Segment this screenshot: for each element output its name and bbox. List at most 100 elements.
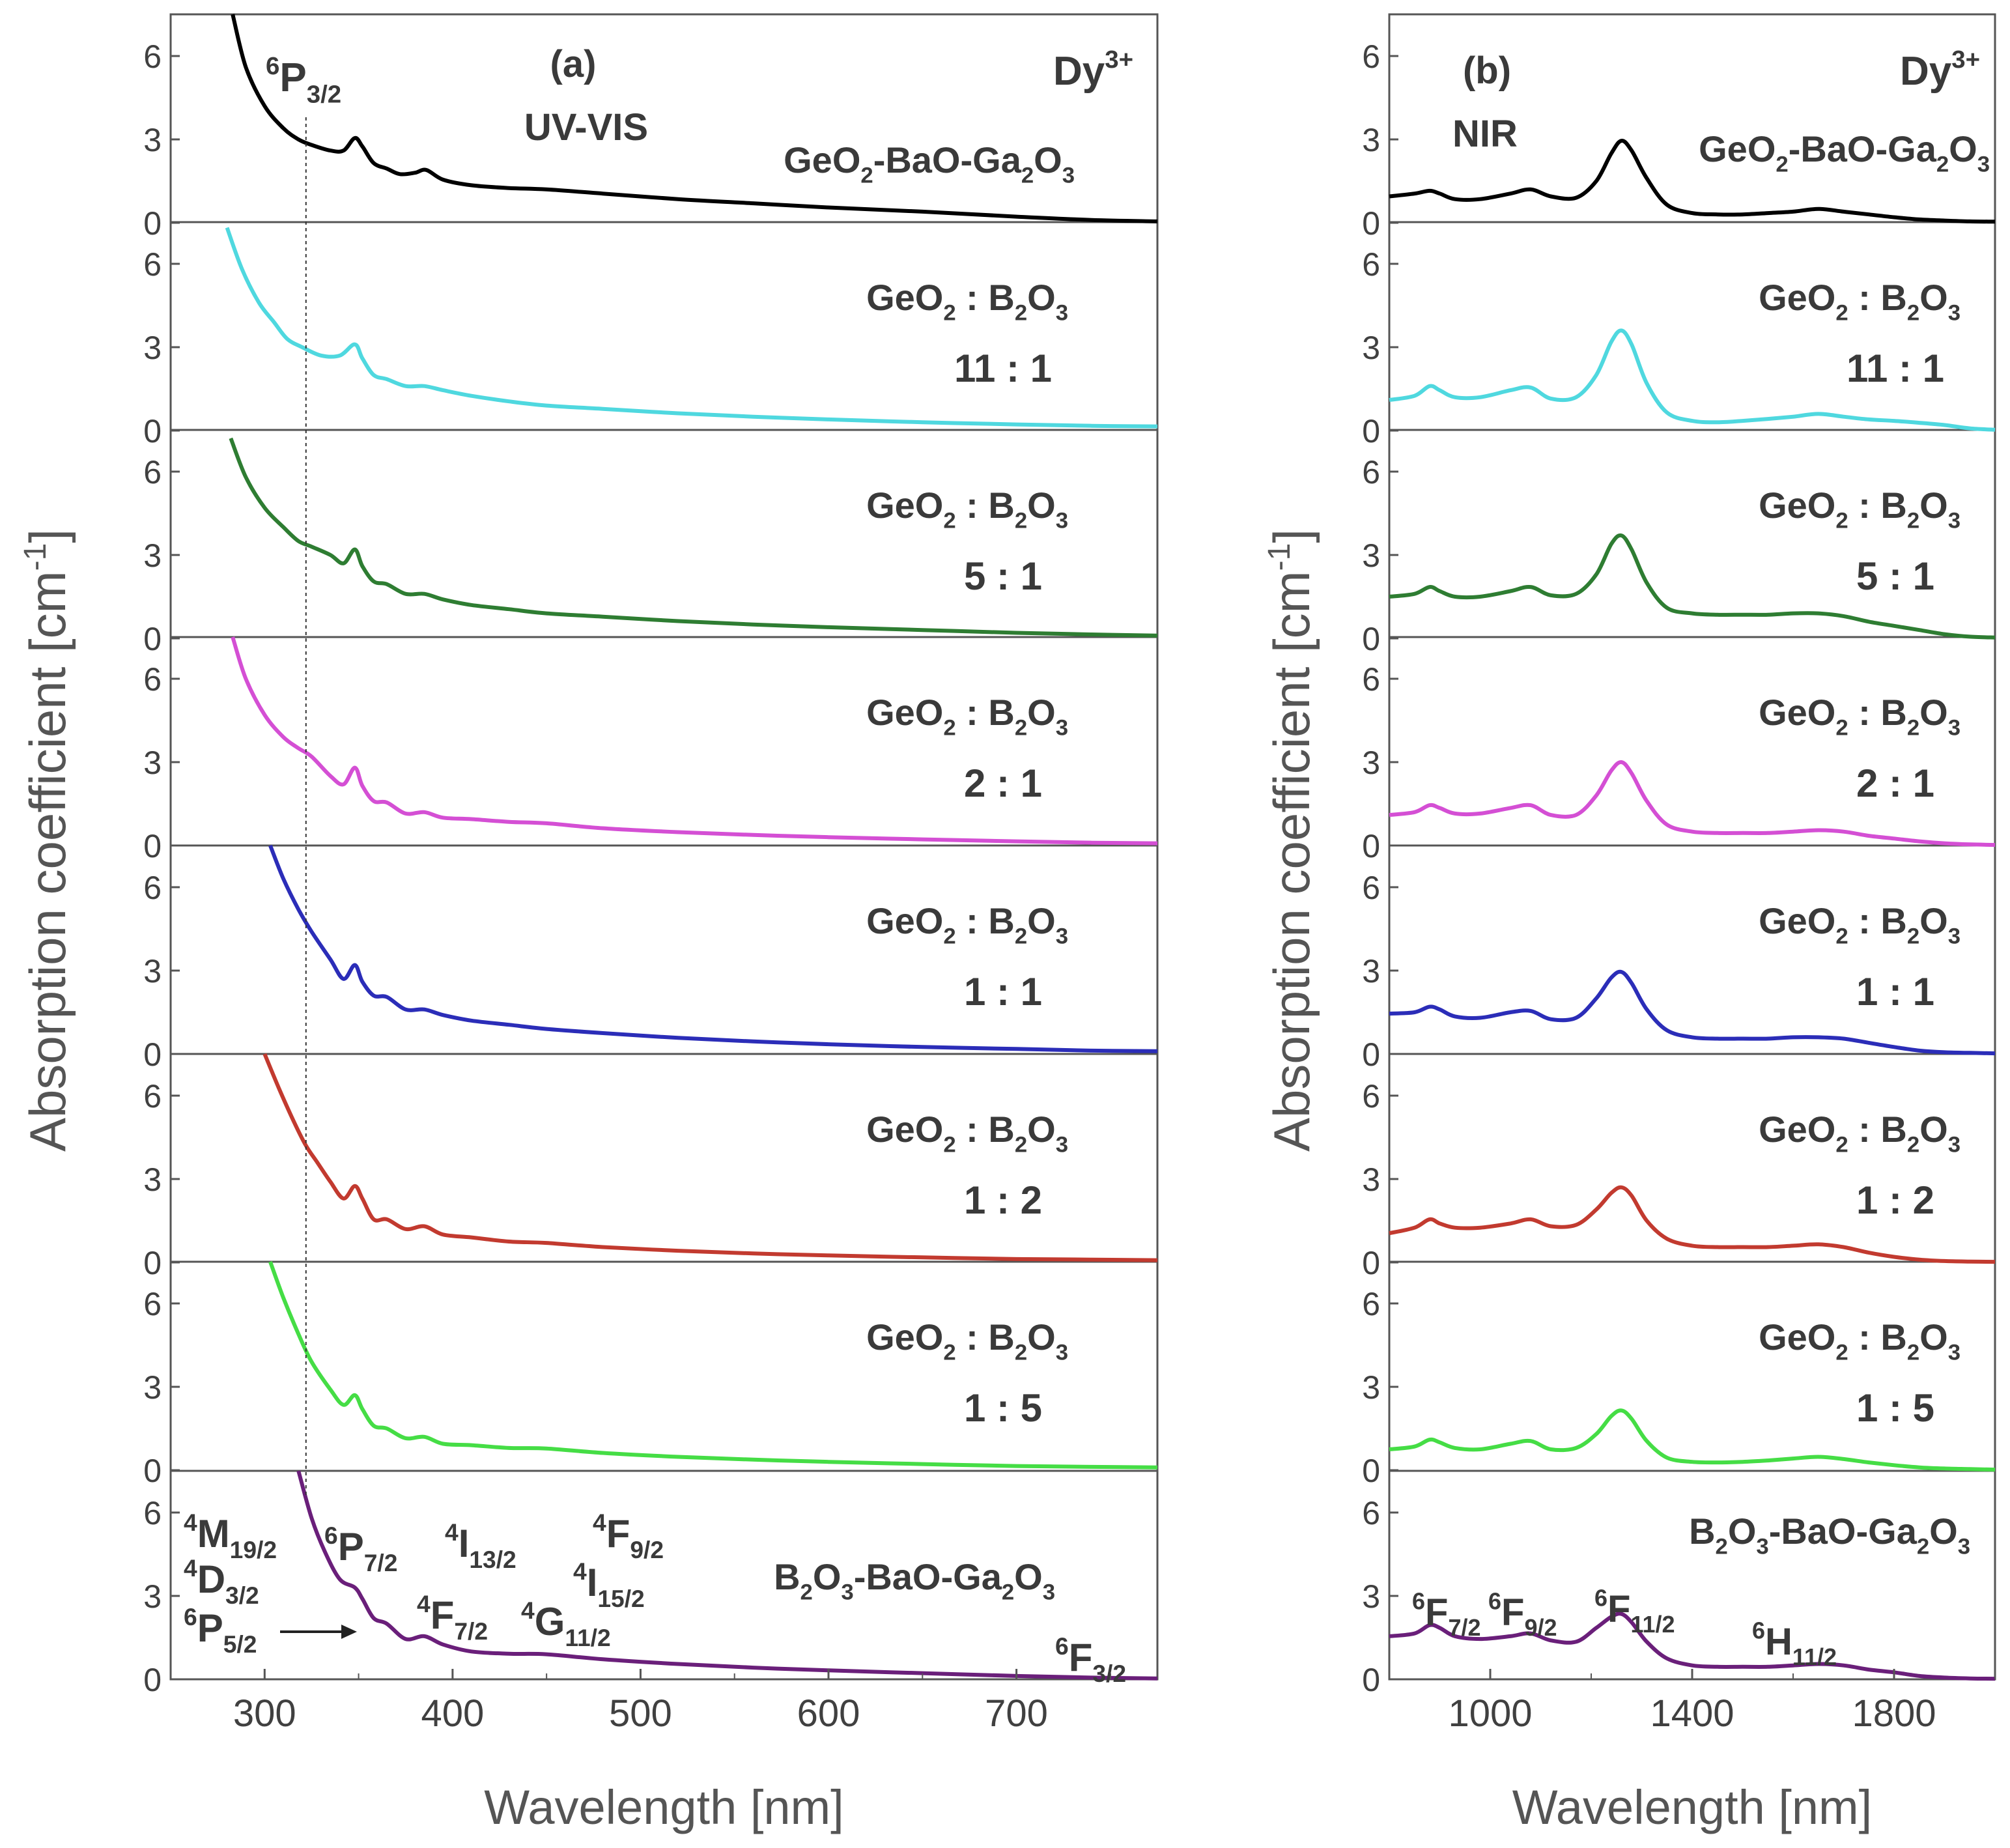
transition-6F11-2-part-2: 11/2 <box>1630 1611 1675 1638</box>
ion-label-b-part-1: 3+ <box>1951 46 1980 74</box>
x-tick-label: 300 <box>233 1692 296 1735</box>
uv-curve-5 <box>268 844 1158 1053</box>
glass-label-a-3-part-0: GeO <box>866 692 943 733</box>
y-tick-label: 0 <box>143 1662 162 1698</box>
glass-label-b-6-part-4: 2 <box>1907 1341 1919 1365</box>
series-name-top-a-part-5: 3 <box>1062 163 1075 188</box>
transition-4G11-2: 4G11/2 <box>521 1597 611 1651</box>
y-tick-label: 0 <box>1362 1662 1380 1698</box>
y-axis-title-part-1: [cm <box>1263 571 1320 653</box>
transition-4G11-2-part-2: 11/2 <box>565 1624 610 1651</box>
glass-label-b-5-part-6: 3 <box>1948 1133 1960 1158</box>
transition-4M19-2: 4M19/2 <box>184 1509 277 1563</box>
glass-label-b-2-part-6: 3 <box>1948 509 1960 533</box>
transition-4I13-2-part-0: 4 <box>445 1518 459 1546</box>
y-tick-label: 3 <box>1362 1161 1380 1198</box>
series-name-bottom-b: B2O3-BaO-Ga2O3 <box>1689 1511 1970 1559</box>
y-tick-label: 0 <box>143 413 162 449</box>
region-label: UV-VIS <box>524 106 648 149</box>
y-tick-label: 6 <box>1362 661 1380 698</box>
transition-4I13-2: 4I13/2 <box>445 1518 517 1573</box>
glass-label-b-4-part-6: 3 <box>1948 924 1960 949</box>
transition-4I13-2-part-1: I <box>459 1522 470 1565</box>
glass-label-a-6-part-3: B <box>988 1316 1014 1358</box>
y-tick-label: 0 <box>1362 621 1380 657</box>
uv-curve-4 <box>231 636 1158 846</box>
glass-label-a-4-part-0: GeO <box>866 900 943 941</box>
nir-curve-2 <box>1389 328 1996 432</box>
panel-label: (b) <box>1463 50 1511 92</box>
y-tick-label: 3 <box>1362 1578 1380 1615</box>
series-name-top-a-part-0: GeO <box>784 139 860 180</box>
uv-curve-3 <box>229 437 1158 638</box>
transition-6F7-2-part-2: 7/2 <box>1448 1614 1480 1641</box>
series-name-bottom-a-part-7: 3 <box>1043 1580 1055 1605</box>
y-tick-label: 3 <box>143 122 162 158</box>
y-tick-label: 3 <box>1362 1369 1380 1406</box>
glass-label-b-6-part-0: GeO <box>1759 1316 1835 1358</box>
ratio-label: 1 : 1 <box>964 970 1042 1014</box>
ratio-label: 1 : 2 <box>964 1178 1042 1222</box>
y-tick-label: 6 <box>1362 454 1380 490</box>
y-tick-label: 6 <box>1362 1078 1380 1115</box>
glass-label-a-5-part-6: 3 <box>1056 1133 1068 1158</box>
series-name-bottom-b-part-4: -BaO-Ga <box>1769 1511 1918 1552</box>
panel-label: (a) <box>550 43 597 85</box>
transition-4D3-2-part-2: 3/2 <box>225 1582 259 1609</box>
glass-label-b-1-part-1: 2 <box>1835 301 1848 326</box>
y-tick-label: 3 <box>1362 745 1380 781</box>
series-name-bottom-b-part-3: 3 <box>1756 1535 1768 1559</box>
y-tick-label: 3 <box>143 745 162 781</box>
glass-label-a-2-part-0: GeO <box>866 485 943 526</box>
glass-label-b-4: GeO2 : B2O3 <box>1759 900 1960 949</box>
y-axis-title-part-2: -1 <box>1262 543 1297 571</box>
absorption-curves <box>225 14 1996 1681</box>
series-name-top-b: GeO2-BaO-Ga2O3 <box>1699 128 1990 177</box>
glass-label-b-6: GeO2 : B2O3 <box>1759 1316 1960 1365</box>
uv-curve-6 <box>262 1053 1158 1262</box>
glass-label-a-4-part-2: : <box>956 900 989 941</box>
x-tick-label: 1800 <box>1852 1692 1936 1735</box>
y-tick-label: 6 <box>143 1495 162 1531</box>
y-tick-label: 6 <box>1362 246 1380 283</box>
glass-label-a-3-part-1: 2 <box>943 716 955 741</box>
glass-label-b-1-part-5: O <box>1919 277 1948 318</box>
region-label: NIR <box>1452 113 1518 155</box>
transition-6F3-2-part-0: 6 <box>1055 1632 1069 1660</box>
transition-6P3-2-part-1: P <box>279 55 306 100</box>
glass-label-b-2-part-5: O <box>1919 485 1948 526</box>
ratio-label: 5 : 1 <box>1856 554 1934 598</box>
nir-curve-7 <box>1389 1408 1996 1472</box>
glass-label-a-4-part-4: 2 <box>1015 924 1027 949</box>
transition-4I15-2-part-1: I <box>587 1561 598 1604</box>
series-name-top-b-part-2: -BaO-Ga <box>1789 128 1937 169</box>
glass-label-b-1-part-2: : <box>1848 277 1881 318</box>
series-name-bottom-a: B2O3-BaO-Ga2O3 <box>774 1556 1055 1605</box>
transition-6F11-2-part-0: 6 <box>1594 1585 1607 1612</box>
series-name-bottom-a-part-3: 3 <box>841 1580 853 1605</box>
y-tick-label: 6 <box>1362 1495 1380 1531</box>
transition-6F9-2-part-0: 6 <box>1488 1588 1501 1615</box>
series-name-top-b-part-1: 2 <box>1776 152 1788 177</box>
series-name-top-b-part-5: 3 <box>1977 152 1990 177</box>
glass-label-b-3-part-3: B <box>1880 692 1906 733</box>
transition-4F9-2-part-2: 9/2 <box>630 1536 664 1563</box>
x-tick-label: 500 <box>609 1692 672 1735</box>
y-tick-label: 6 <box>1362 38 1380 75</box>
series-name-bottom-b-part-7: 3 <box>1958 1535 1970 1559</box>
transition-arrow-head <box>341 1625 357 1639</box>
y-tick-label: 0 <box>143 1453 162 1489</box>
ratio-label: 1 : 1 <box>1856 970 1934 1014</box>
glass-label-a-1-part-2: : <box>956 277 989 318</box>
y-tick-label: 0 <box>143 621 162 657</box>
glass-label-a-4-part-3: B <box>988 900 1014 941</box>
y-axis-title-part-1: [cm <box>19 571 76 653</box>
transition-6P5-2: 6P5/2 <box>184 1603 257 1658</box>
transition-6H11-2-part-0: 6 <box>1752 1617 1765 1644</box>
y-tick-label: 0 <box>1362 1036 1380 1073</box>
ion-label-b-part-0: Dy <box>1900 49 1952 94</box>
ion-label-a: Dy3+ <box>1053 46 1133 94</box>
glass-label-b-2-part-0: GeO <box>1759 485 1835 526</box>
transition-6P5-2-part-2: 5/2 <box>223 1630 257 1658</box>
